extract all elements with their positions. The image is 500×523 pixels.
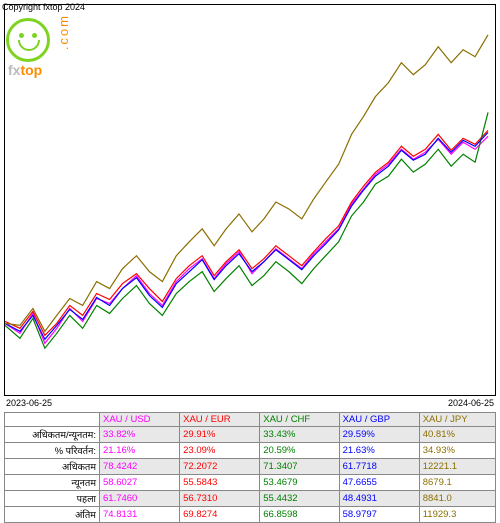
table-cell: 47.6655 — [339, 475, 419, 491]
table-cell: 78.4242 — [100, 459, 180, 475]
series-line — [5, 132, 488, 339]
table-cell: 11929.3 — [419, 507, 495, 523]
table-cell: 61.7460 — [100, 491, 180, 507]
table-cell: 8841.0 — [419, 491, 495, 507]
table-corner — [5, 413, 100, 427]
table-col-header: XAU / CHF — [260, 413, 339, 427]
series-line — [5, 112, 488, 348]
series-line — [5, 35, 488, 331]
table-cell: 20.59% — [260, 443, 339, 459]
table-col-header: XAU / EUR — [180, 413, 260, 427]
table-row-label: % परिवर्तन: — [5, 443, 100, 459]
table-cell: 58.6027 — [100, 475, 180, 491]
table-cell: 66.8598 — [260, 507, 339, 523]
table-cell: 72.2072 — [180, 459, 260, 475]
table-cell: 56.7310 — [180, 491, 260, 507]
table-cell: 48.4931 — [339, 491, 419, 507]
table-cell: 55.4432 — [260, 491, 339, 507]
table-cell: 12221.1 — [419, 459, 495, 475]
table-cell: 29.59% — [339, 427, 419, 443]
table-col-header: XAU / JPY — [419, 413, 495, 427]
table-row-label: अधिकतम — [5, 459, 100, 475]
x-axis-end: 2024-06-25 — [448, 398, 494, 408]
table-cell: 71.3407 — [260, 459, 339, 475]
table-cell: 69.8274 — [180, 507, 260, 523]
table-row-label: अधिकतम/न्यूनतम: — [5, 427, 100, 443]
table-cell: 53.4679 — [260, 475, 339, 491]
table-cell: 74.8131 — [100, 507, 180, 523]
series-line — [5, 130, 488, 335]
x-axis-start: 2023-06-25 — [6, 398, 52, 408]
table-cell: 33.82% — [100, 427, 180, 443]
chart-svg — [5, 5, 495, 395]
line-chart — [4, 4, 496, 396]
table-row-label: पहला — [5, 491, 100, 507]
table-row-label: अंतिम — [5, 507, 100, 523]
table-cell: 21.63% — [339, 443, 419, 459]
table-cell: 23.09% — [180, 443, 260, 459]
data-table: XAU / USDXAU / EURXAU / CHFXAU / GBPXAU … — [4, 412, 496, 523]
table-cell: 58.9797 — [339, 507, 419, 523]
table-cell: 21.16% — [100, 443, 180, 459]
table-col-header: XAU / USD — [100, 413, 180, 427]
table-row-label: न्यूनतम — [5, 475, 100, 491]
table-col-header: XAU / GBP — [339, 413, 419, 427]
table-cell: 40.81% — [419, 427, 495, 443]
series-line — [5, 136, 488, 343]
table-cell: 33.43% — [260, 427, 339, 443]
table-cell: 55.5843 — [180, 475, 260, 491]
table-cell: 8679.1 — [419, 475, 495, 491]
table-cell: 29.91% — [180, 427, 260, 443]
table-cell: 61.7718 — [339, 459, 419, 475]
table-cell: 34.93% — [419, 443, 495, 459]
